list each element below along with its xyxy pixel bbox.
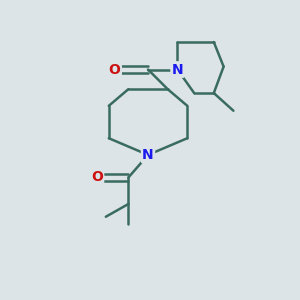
- Text: N: N: [142, 148, 154, 162]
- Text: O: O: [91, 170, 103, 184]
- Text: O: O: [109, 62, 121, 76]
- Text: N: N: [172, 62, 183, 76]
